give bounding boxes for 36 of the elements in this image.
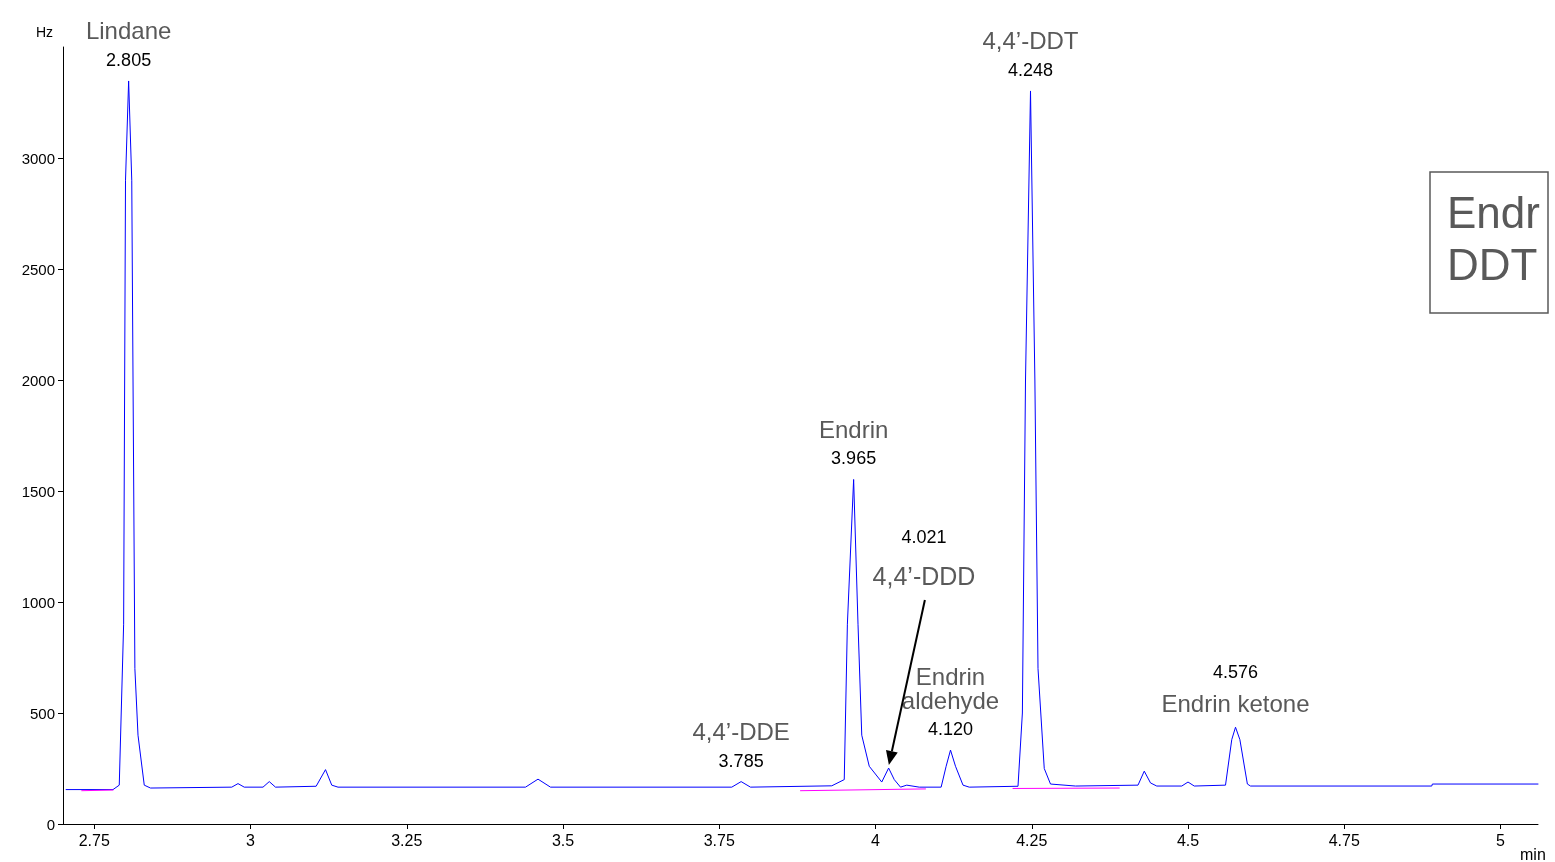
y-tick-label: 3000	[21, 149, 55, 167]
annotation: Lindane	[85, 17, 172, 45]
annotation: 3.965	[831, 448, 877, 469]
x-tick-label: 3.75	[703, 831, 735, 849]
annotation: 4,4’-DDE	[692, 718, 790, 746]
x-tick-label: 4	[871, 831, 881, 849]
annotation: 4,4’-DDD	[872, 561, 976, 590]
y-tick-label: 500	[29, 704, 55, 722]
x-tick-label: 4.5	[1176, 831, 1200, 849]
annotation: Endrin	[818, 415, 889, 443]
annotation: 4.120	[927, 719, 974, 740]
annotation: 4.021	[901, 527, 947, 547]
y-tick-label: 1500	[21, 482, 55, 500]
annotation: 4.248	[1007, 59, 1054, 80]
y-tick-label: 0	[46, 815, 55, 833]
y-axis-title: Hz	[35, 24, 53, 40]
y-tick-label: 2000	[21, 371, 55, 389]
annotation: Endrin aldehyde	[901, 662, 1000, 714]
x-axis-title: min	[1520, 845, 1546, 862]
line-series	[65, 80, 1539, 791]
x-tick-label: 4.75	[1328, 831, 1360, 849]
annotation: Endrin ketone	[1161, 689, 1310, 717]
annotation: 3.785	[718, 750, 764, 771]
x-tick-label: 3	[246, 831, 256, 849]
x-tick-label: 5	[1496, 831, 1506, 849]
annotation: Endr	[1447, 187, 1540, 237]
x-tick-label: 3.5	[551, 831, 575, 849]
y-tick-label: 2500	[21, 260, 55, 278]
x-tick-label: 3.25	[391, 831, 423, 849]
annotation: 4.576	[1212, 662, 1259, 683]
annotation: 4,4’-DDT	[982, 27, 1079, 55]
annotation: 2.805	[106, 49, 152, 70]
x-tick-label: 4.25	[1016, 831, 1048, 849]
x-tick-label: 2.75	[78, 831, 110, 849]
y-tick-label: 1000	[21, 593, 55, 611]
annotation: DDT	[1447, 239, 1538, 289]
